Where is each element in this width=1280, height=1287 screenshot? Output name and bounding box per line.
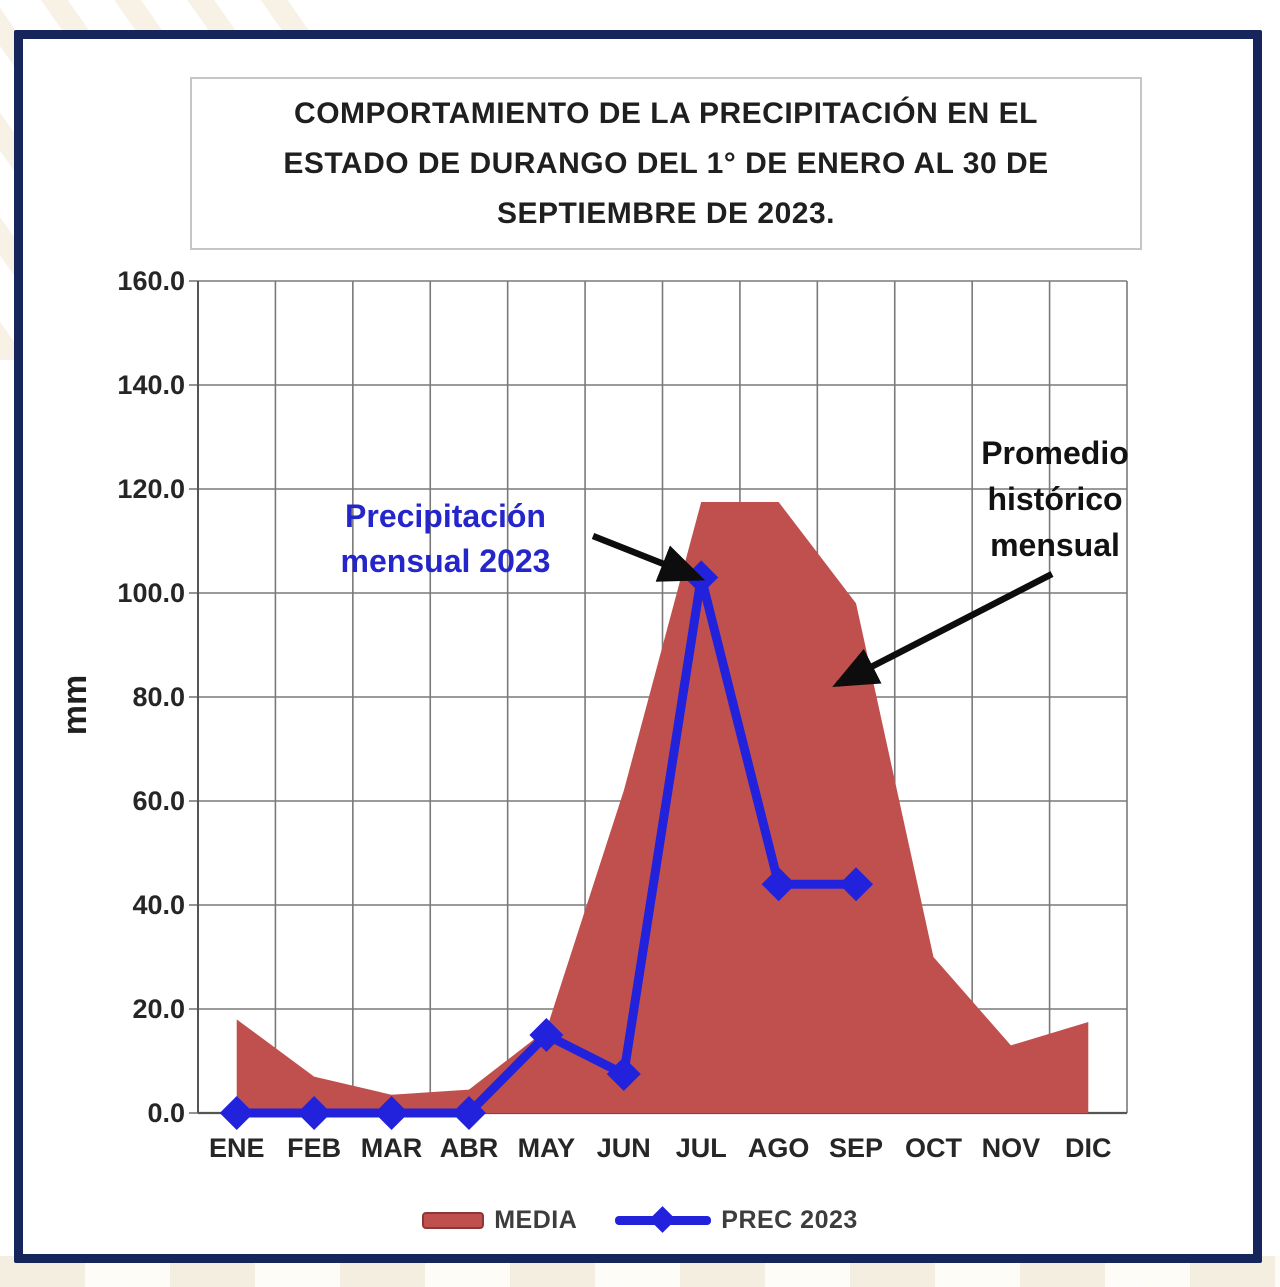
y-tick-label-20.0: 20.0: [132, 994, 185, 1024]
chart-title-line-1: COMPORTAMIENTO DE LA PRECIPITACIÓN EN EL: [294, 96, 1038, 130]
legend-swatch-media: [422, 1211, 485, 1229]
diamond-marker-feb: [297, 1096, 332, 1130]
y-tick-label-40.0: 40.0: [132, 890, 185, 920]
x-axis-label-ago: AGO: [747, 1133, 810, 1163]
annotation-line: Promedio: [981, 435, 1129, 471]
chart-legend: MEDIA PREC 2023: [0, 1198, 1280, 1242]
annotation-arrow-1: [832, 571, 1054, 687]
y-tick-label-80.0: 80.0: [132, 682, 185, 712]
x-axis-label-dic: DIC: [1065, 1133, 1112, 1163]
legend-label-media: MEDIA: [494, 1205, 578, 1234]
diamond-marker-ene: [219, 1096, 254, 1130]
x-axis-label-feb: FEB: [287, 1133, 342, 1163]
legend-diamond-icon: [649, 1206, 677, 1233]
x-axis-label-mar: MAR: [360, 1133, 423, 1163]
legend-swatch-prec-2023: [615, 1206, 712, 1233]
y-tick-label-160.0: 160.0: [117, 266, 185, 296]
diamond-marker-ago: [761, 867, 796, 902]
diamond-marker-abr: [451, 1096, 486, 1130]
annotation-line: mensual 2023: [340, 543, 551, 579]
legend-label-prec-2023: PREC 2023: [721, 1205, 858, 1234]
annotation-line: mensual: [990, 527, 1120, 563]
y-tick-label-120.0: 120.0: [117, 474, 185, 504]
x-axis-label-oct: OCT: [904, 1133, 962, 1163]
annotation-arrow-0: [591, 532, 706, 582]
diamond-marker-jun: [606, 1057, 641, 1091]
y-tick-label-140.0: 140.0: [117, 370, 185, 400]
y-tick-label-60.0: 60.0: [132, 786, 185, 816]
legend-item-media: MEDIA: [422, 1206, 577, 1235]
annotation-text-1: Promedio histórico mensual: [950, 430, 1160, 568]
chart-title: COMPORTAMIENTO DE LA PRECIPITACIÓN EN EL…: [190, 77, 1142, 250]
diamond-marker-sep: [839, 867, 874, 902]
y-tick-label-0.0: 0.0: [147, 1098, 185, 1128]
chart-title-line-2: ESTADO DE DURANGO DEL 1° DE ENERO AL 30 …: [283, 146, 1049, 180]
x-axis-label-may: MAY: [517, 1133, 576, 1163]
annotation-text-0: Precipitación mensual 2023: [308, 494, 583, 584]
diamond-marker-mar: [374, 1096, 409, 1130]
plot-area: [189, 280, 1128, 1130]
diamond-marker-may: [529, 1018, 564, 1052]
x-axis-label-jul: JUL: [675, 1133, 727, 1163]
annotation-line: histórico: [987, 481, 1123, 517]
legend-item-prec-2023: PREC 2023: [615, 1206, 858, 1235]
x-axis-label-nov: NOV: [981, 1133, 1041, 1163]
x-axis-label-sep: SEP: [829, 1133, 884, 1163]
y-tick-label-100.0: 100.0: [117, 578, 185, 608]
annotation-line: Precipitación: [345, 498, 546, 534]
x-axis-label-abr: ABR: [439, 1133, 499, 1163]
x-axis-label-jun: JUN: [596, 1133, 651, 1163]
chart-title-line-3: SEPTIEMBRE DE 2023.: [497, 196, 835, 230]
x-axis-label-ene: ENE: [208, 1133, 265, 1163]
